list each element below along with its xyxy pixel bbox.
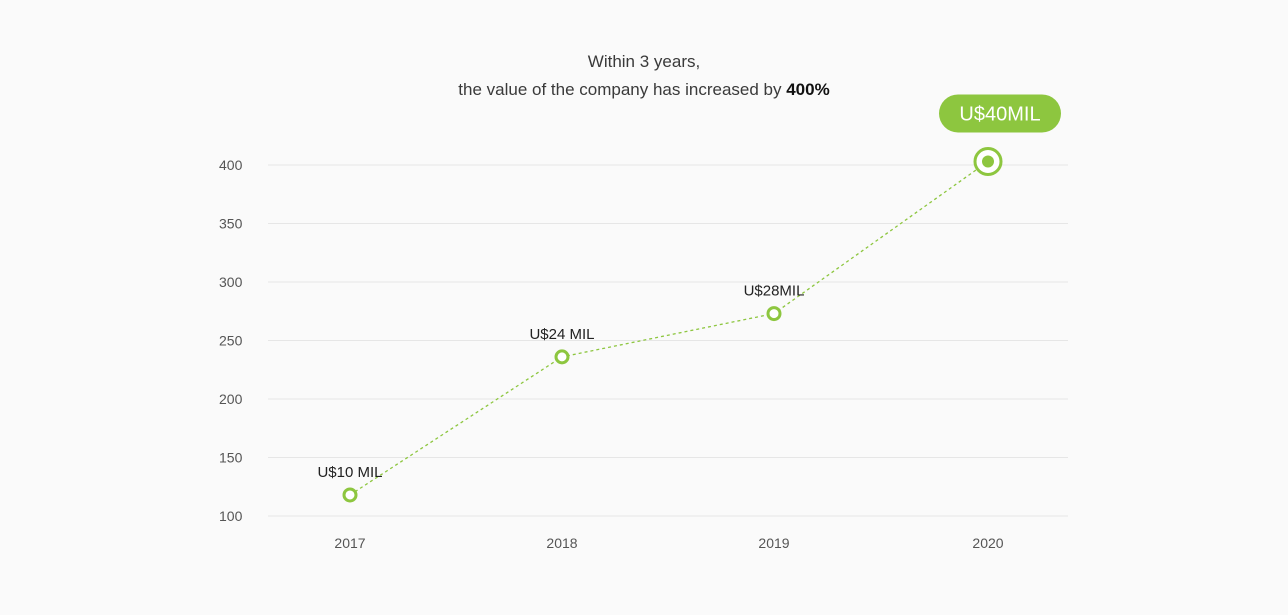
data-label-2018: U$24 MIL [529,326,594,343]
highlight-point-dot [982,155,994,168]
y-tick-label-400: 400 [219,157,243,173]
data-point-2018 [554,349,570,365]
data-point-2017 [342,487,358,503]
y-tick-label-200: 200 [219,391,243,407]
highlight-label-pill [939,94,1061,133]
highlight-data-label: U$40MIL [959,103,1040,125]
x-tick-label-2018: 2018 [546,535,577,551]
x-tick-label-2020: 2020 [972,535,1003,551]
data-label-2019: U$28MIL [744,283,805,300]
y-tick-label-100: 100 [219,508,243,524]
y-tick-label-150: 150 [219,450,243,466]
x-tick-label-2017: 2017 [334,535,365,551]
grid-lines [268,164,1068,517]
x-axis-ticks: 2017 2018 2019 2020 [334,535,1003,551]
x-tick-label-2019: 2019 [758,535,789,551]
headline-line-1: Within 3 years, [587,52,701,71]
series-line [349,160,989,496]
y-tick-label-300: 300 [219,274,243,290]
series-path [349,160,989,496]
headline-highlight-value: 400% [786,80,830,99]
data-labels: U$10 MIL U$24 MIL U$28MIL U$40MIL [317,94,1061,481]
chart-headline: Within 3 years, the value of the company… [0,48,1288,104]
data-point-2019 [766,306,782,322]
headline-line-2: the value of the company has increased b… [0,76,1288,104]
data-points [342,146,1003,503]
headline-line-2-text: the value of the company has increased b… [458,80,787,99]
y-tick-label-250: 250 [219,333,243,349]
y-tick-label-350: 350 [219,216,243,232]
data-label-2017: U$10 MIL [317,464,382,481]
y-axis-ticks: 100 150 200 250 300 350 400 [219,157,243,524]
